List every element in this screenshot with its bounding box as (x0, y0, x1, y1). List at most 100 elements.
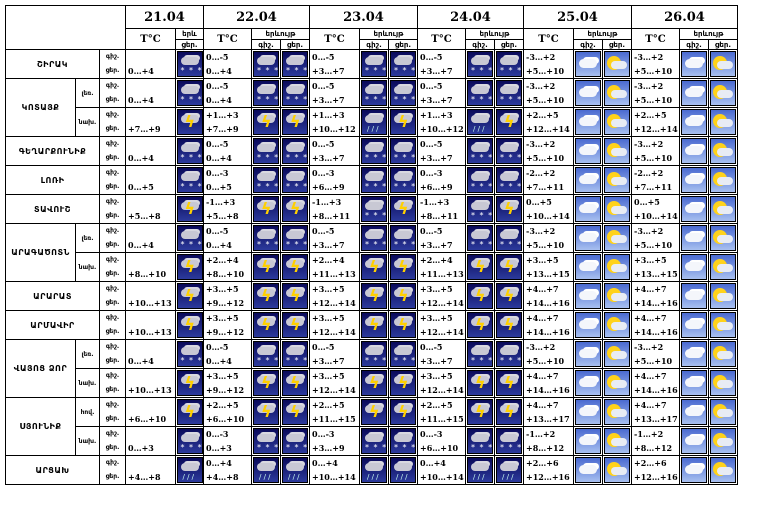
day-temp: +3…+7 (420, 240, 453, 250)
day-label: ցեր. (105, 328, 120, 335)
thunderstorm-icon: ϟ (176, 109, 203, 135)
day-weather-cell: * * * (280, 78, 310, 108)
night-temp: -3…+2 (634, 226, 664, 236)
night-temp: -3…+2 (634, 139, 664, 149)
temperature-cell: -1…+3 +5…+8 (203, 194, 252, 224)
night-weather-cell: * * * (359, 223, 389, 253)
partly-sunny-icon (604, 51, 630, 77)
partly-sunny-icon (604, 370, 630, 396)
night-weather-cell (573, 165, 603, 195)
table-row: նախ. գիշ. ցեր. +10…+13 ϟ +3…+5 +9…+12 ϟ ϟ +3…+5 +1… (6, 368, 738, 398)
day-temp: +6…+9 (420, 182, 453, 192)
night-weather-cell (573, 426, 603, 456)
night-temp: +4…+7 (526, 284, 559, 294)
night-weather-cell (679, 136, 709, 166)
night-temp: +4…+7 (634, 313, 667, 323)
night-weather-cell: ϟ (251, 252, 281, 282)
night-temp: +3…+5 (312, 371, 345, 381)
temperature-cell: 0…-5 +3…+7 (417, 136, 466, 166)
day-weather-cell (602, 136, 632, 166)
temperature-cell: +5…+8 (125, 194, 176, 224)
partly-sunny-icon (604, 225, 630, 251)
day-temp: +12…+14 (420, 327, 464, 337)
day-temp: +5…+10 (634, 153, 673, 163)
night-temp: 0…-3 (312, 168, 335, 178)
night-weather-cell (679, 78, 709, 108)
night-label: գիշ. (105, 314, 120, 321)
day-weather-cell (602, 49, 632, 79)
weather-cell: ϟ (175, 252, 204, 282)
night-temp: -3…+2 (634, 52, 664, 62)
day-temp: +5…+8 (206, 211, 239, 221)
night-temp: +3…+5 (420, 284, 453, 294)
day-temp: +14…+16 (634, 327, 678, 337)
cloud-icon (681, 341, 707, 367)
thunderstorm-icon: ϟ (496, 254, 522, 280)
night-temp: -1…+2 (526, 429, 556, 439)
temp-header: T°C (309, 28, 360, 50)
snow-cloud-icon: * * * (361, 428, 387, 454)
day-temp: +8…+12 (634, 443, 673, 453)
day-weather-cell (708, 252, 738, 282)
region-name: ԱՐԱԳԱԾՈՏՆ (5, 223, 76, 282)
weather-cell: ϟ (175, 397, 204, 427)
night-weather-cell (679, 426, 709, 456)
night-weather-cell: ϟ (251, 368, 281, 398)
snow-cloud-icon: * * * (496, 341, 522, 367)
night-temp: +3…+5 (420, 371, 453, 381)
day-temp: +10…+14 (634, 211, 678, 221)
day-weather-cell (602, 310, 632, 340)
temperature-cell: 0…-5 +3…+7 (309, 136, 360, 166)
day-night-labels: գիշ. ցեր. (99, 368, 126, 398)
weather-header: երևույթ (465, 28, 524, 40)
temperature-cell: +4…+7 +14…+16 (631, 368, 680, 398)
region-name: ԿՈՏԱՅՔ (5, 78, 76, 137)
night-weather-cell: * * * (465, 78, 495, 108)
temperature-cell: +1…+3 +10…+12 (417, 107, 466, 137)
temperature-cell: +2…+4 +8…+10 (203, 252, 252, 282)
weather-cell: * * * (175, 78, 204, 108)
day-weather-cell (708, 310, 738, 340)
temperature-cell: 0…-5 0…+4 (203, 339, 252, 369)
day-weather-cell: * * * (280, 426, 310, 456)
partly-sunny-icon (604, 254, 630, 280)
snow-cloud-icon: * * * (176, 138, 203, 164)
night-weather-cell: / / / (359, 455, 389, 485)
temp-header: T°C (417, 28, 466, 50)
night-weather-cell: * * * (251, 165, 281, 195)
partly-sunny-icon (710, 138, 736, 164)
night-temp: -3…+2 (526, 81, 556, 91)
thunderstorm-icon: ϟ (496, 109, 522, 135)
cloud-icon (575, 457, 601, 483)
day-temp: +13…+17 (526, 414, 570, 424)
partly-sunny-icon (604, 428, 630, 454)
night-label: գիշ. (105, 169, 120, 176)
night-temp: 0…-5 (312, 226, 335, 236)
night-temp: +2…+4 (312, 255, 345, 265)
night-temp: +3…+5 (420, 313, 453, 323)
day-weather-cell (708, 136, 738, 166)
thunderstorm-icon: ϟ (176, 370, 203, 396)
thunderstorm-icon: ϟ (361, 399, 387, 425)
temperature-cell: -3…+2 +5…+10 (523, 136, 574, 166)
snow-cloud-icon: * * * (253, 51, 279, 77)
day-weather-cell: * * * (280, 165, 310, 195)
snow-cloud-icon: * * * (282, 428, 308, 454)
snow-cloud-icon: * * * (176, 428, 203, 454)
night-weather-cell (573, 310, 603, 340)
day-weather-cell: ϟ (494, 281, 524, 311)
night-label: գիշ. (105, 227, 120, 234)
snow-cloud-icon: * * * (467, 428, 493, 454)
temperature-cell: 0…+4 (125, 223, 176, 253)
day-temp: +13…+15 (634, 269, 678, 279)
night-weather-cell: * * * (465, 339, 495, 369)
snow-cloud-icon: * * * (467, 138, 493, 164)
temperature-cell: -3…+2 +5…+10 (523, 223, 574, 253)
night-temp: +1…+3 (206, 110, 239, 120)
day-night-labels: գիշ. ցեր. (99, 223, 126, 253)
day-temp: +10…+12 (420, 124, 464, 134)
snow-cloud-icon: * * * (467, 341, 493, 367)
day-temp: +3…+9 (312, 443, 345, 453)
night-temp: +2…+4 (206, 255, 239, 265)
temperature-cell: -3…+2 +5…+10 (523, 49, 574, 79)
